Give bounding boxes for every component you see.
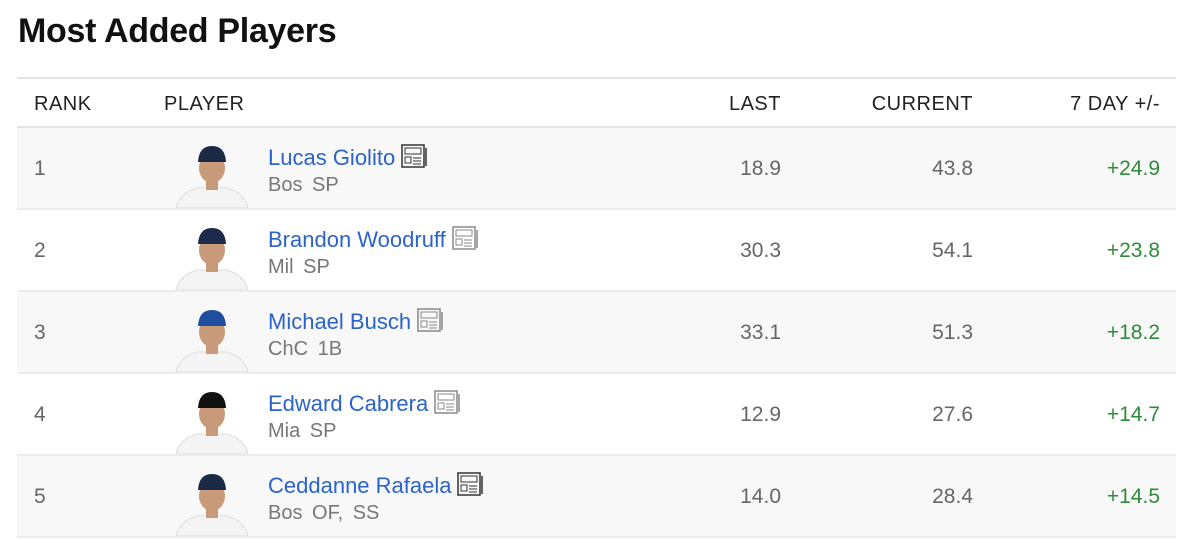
player-name[interactable]: Lucas Giolito [268,145,396,170]
table-row: 1 Lucas Giolito Bos SP 18.9 43.8 +24.9 [17,128,1176,210]
col-change[interactable]: 7 DAY +/- [1070,93,1160,115]
player-name[interactable]: Edward Cabrera [268,391,429,416]
player-name-link[interactable]: Ceddanne Rafaela [268,472,484,499]
current-value: 51.3 [932,321,973,344]
player-name[interactable]: Brandon Woodruff [268,227,446,252]
newspaper-icon[interactable] [417,308,444,332]
player-rank: 4 [34,403,46,426]
player-headshot[interactable] [172,470,252,536]
newspaper-icon[interactable] [434,390,461,414]
player-headshot[interactable] [172,142,252,208]
last-value: 30.3 [740,239,781,262]
current-value: 28.4 [932,485,973,508]
seven-day-change: +14.7 [1106,403,1160,426]
player-team-position: ChC 1B [268,338,343,360]
player-team-position: Mia SP [268,420,337,442]
col-player[interactable]: PLAYER [164,93,245,115]
player-name-link[interactable]: Edward Cabrera [268,390,461,417]
player-headshot[interactable] [172,306,252,372]
player-team-position: Mil SP [268,256,330,278]
player-team-position: Bos OF, SS [268,502,380,524]
table-row: 4 Edward Cabrera Mia SP 12.9 27.6 +14.7 [17,374,1176,456]
table-row: 2 Brandon Woodruff Mil SP 30.3 54.1 +23.… [17,210,1176,292]
last-value: 14.0 [740,485,781,508]
current-value: 43.8 [932,157,973,180]
last-value: 33.1 [740,321,781,344]
table-row: 3 Michael Busch ChC 1B 33.1 51.3 +18.2 [17,292,1176,374]
player-rank: 1 [34,157,46,180]
newspaper-icon[interactable] [452,226,479,250]
player-name[interactable]: Ceddanne Rafaela [268,473,452,498]
current-value: 54.1 [932,239,973,262]
seven-day-change: +14.5 [1106,485,1160,508]
col-current[interactable]: CURRENT [871,93,973,115]
last-value: 18.9 [740,157,781,180]
seven-day-change: +24.9 [1106,157,1160,180]
page-title: Most Added Players [18,12,337,50]
current-value: 27.6 [932,403,973,426]
player-name-link[interactable]: Brandon Woodruff [268,226,479,253]
player-rank: 5 [34,485,46,508]
player-name[interactable]: Michael Busch [268,309,412,334]
player-rank: 2 [34,239,46,262]
player-name-link[interactable]: Lucas Giolito [268,144,428,171]
seven-day-change: +18.2 [1106,321,1160,344]
last-value: 12.9 [740,403,781,426]
col-last[interactable]: LAST [728,93,781,115]
table-header: RANK PLAYER LAST CURRENT 7 DAY +/- [17,79,1176,128]
newspaper-icon[interactable] [457,472,484,496]
player-team-position: Bos SP [268,174,339,196]
table-row: 5 Ceddanne Rafaela Bos OF, SS 14.0 28.4 … [17,456,1176,538]
player-headshot[interactable] [172,224,252,290]
player-rank: 3 [34,321,46,344]
player-name-link[interactable]: Michael Busch [268,308,444,335]
most-added-table: RANK PLAYER LAST CURRENT 7 DAY +/- 1 Luc… [17,77,1176,538]
col-rank[interactable]: RANK [34,93,92,115]
seven-day-change: +23.8 [1106,239,1160,262]
player-headshot[interactable] [172,388,252,454]
newspaper-icon[interactable] [401,144,428,168]
